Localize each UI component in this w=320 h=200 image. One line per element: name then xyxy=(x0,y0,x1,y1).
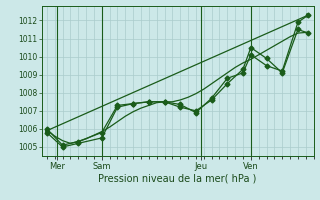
X-axis label: Pression niveau de la mer( hPa ): Pression niveau de la mer( hPa ) xyxy=(99,173,257,183)
